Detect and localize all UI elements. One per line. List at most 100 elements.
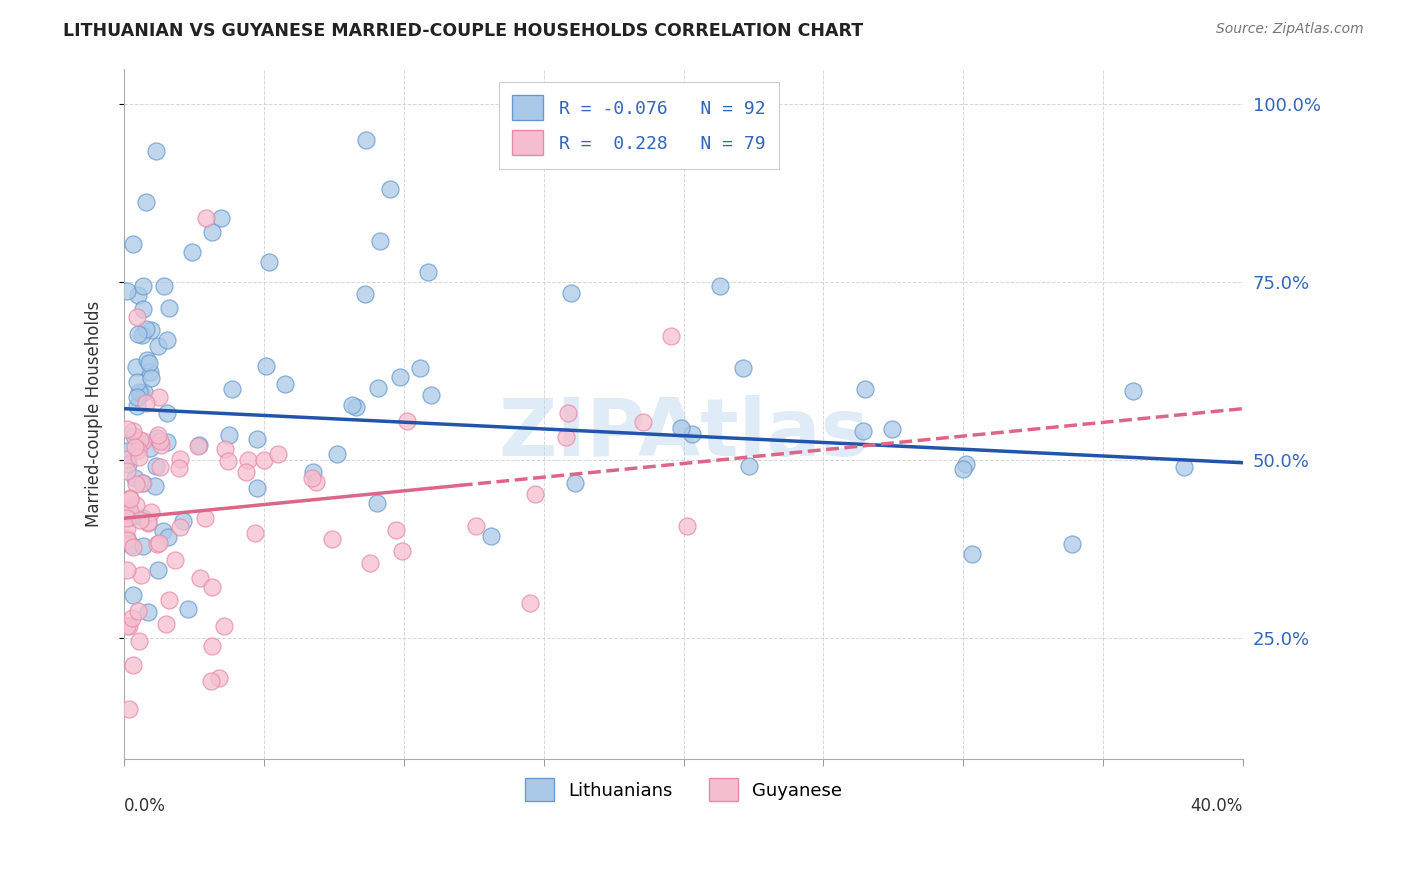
- Point: [120, 538, 142, 552]
- Point: [302, 466, 325, 480]
- Point: [671, 421, 693, 435]
- Text: Source: ZipAtlas.com: Source: ZipAtlas.com: [1216, 22, 1364, 37]
- Point: [121, 658, 143, 673]
- Point: [115, 531, 138, 545]
- Point: [738, 459, 761, 474]
- Point: [246, 432, 269, 446]
- Point: [481, 528, 503, 542]
- Point: [156, 435, 179, 450]
- Point: [138, 515, 160, 529]
- Point: [172, 514, 194, 528]
- Point: [117, 619, 139, 633]
- Point: [121, 610, 143, 624]
- Point: [169, 520, 191, 534]
- Point: [139, 322, 162, 336]
- Point: [952, 461, 974, 475]
- Point: [259, 255, 281, 269]
- Point: [121, 236, 143, 251]
- Point: [354, 287, 377, 301]
- Point: [418, 265, 440, 279]
- Point: [524, 487, 547, 501]
- Point: [212, 619, 235, 633]
- Text: 40.0%: 40.0%: [1191, 797, 1243, 814]
- Point: [880, 422, 903, 436]
- Point: [117, 501, 139, 516]
- Point: [132, 475, 155, 490]
- Point: [149, 434, 172, 449]
- Point: [344, 400, 367, 414]
- Point: [129, 386, 152, 401]
- Point: [201, 225, 224, 239]
- Point: [156, 406, 179, 420]
- Point: [131, 328, 153, 343]
- Point: [115, 521, 138, 535]
- Point: [188, 438, 211, 452]
- Point: [145, 145, 167, 159]
- Point: [153, 278, 176, 293]
- Text: ZIPAtlas: ZIPAtlas: [498, 395, 869, 474]
- Point: [125, 477, 148, 491]
- Point: [731, 361, 754, 376]
- Point: [155, 617, 177, 632]
- Point: [201, 640, 224, 654]
- Point: [131, 510, 153, 524]
- Point: [169, 451, 191, 466]
- Point: [188, 572, 211, 586]
- Point: [409, 360, 432, 375]
- Point: [115, 619, 138, 633]
- Point: [246, 481, 269, 495]
- Point: [167, 461, 190, 475]
- Point: [354, 133, 377, 147]
- Point: [146, 537, 169, 551]
- Point: [145, 459, 167, 474]
- Point: [132, 539, 155, 553]
- Point: [115, 422, 138, 436]
- Point: [254, 359, 277, 373]
- Point: [125, 498, 148, 512]
- Point: [238, 453, 260, 467]
- Point: [519, 596, 541, 610]
- Point: [631, 416, 654, 430]
- Point: [143, 478, 166, 492]
- Point: [122, 540, 145, 554]
- Point: [139, 371, 162, 385]
- Point: [115, 451, 138, 466]
- Point: [201, 580, 224, 594]
- Point: [146, 431, 169, 445]
- Point: [129, 434, 152, 448]
- Point: [195, 211, 218, 225]
- Point: [156, 530, 179, 544]
- Point: [395, 414, 418, 428]
- Point: [115, 533, 138, 548]
- Point: [115, 511, 138, 525]
- Point: [124, 471, 146, 485]
- Point: [120, 491, 142, 505]
- Point: [120, 510, 142, 524]
- Point: [564, 476, 586, 491]
- Point: [389, 369, 412, 384]
- Point: [146, 563, 169, 577]
- Point: [124, 440, 146, 454]
- Point: [200, 674, 222, 689]
- Point: [152, 524, 174, 539]
- Legend: R = -0.076   N = 92, R =  0.228   N = 79: R = -0.076 N = 92, R = 0.228 N = 79: [499, 82, 779, 169]
- Point: [321, 532, 343, 546]
- Point: [122, 429, 145, 443]
- Point: [132, 301, 155, 316]
- Point: [132, 434, 155, 448]
- Point: [138, 441, 160, 455]
- Point: [217, 454, 239, 468]
- Point: [675, 519, 697, 533]
- Point: [121, 588, 143, 602]
- Point: [187, 439, 209, 453]
- Point: [852, 424, 875, 438]
- Point: [148, 391, 170, 405]
- Point: [125, 375, 148, 389]
- Point: [127, 604, 149, 618]
- Point: [128, 634, 150, 648]
- Point: [465, 519, 488, 533]
- Text: 0.0%: 0.0%: [124, 797, 166, 814]
- Point: [1060, 537, 1083, 551]
- Text: LITHUANIAN VS GUYANESE MARRIED-COUPLE HOUSEHOLDS CORRELATION CHART: LITHUANIAN VS GUYANESE MARRIED-COUPLE HO…: [63, 22, 863, 40]
- Point: [962, 547, 984, 561]
